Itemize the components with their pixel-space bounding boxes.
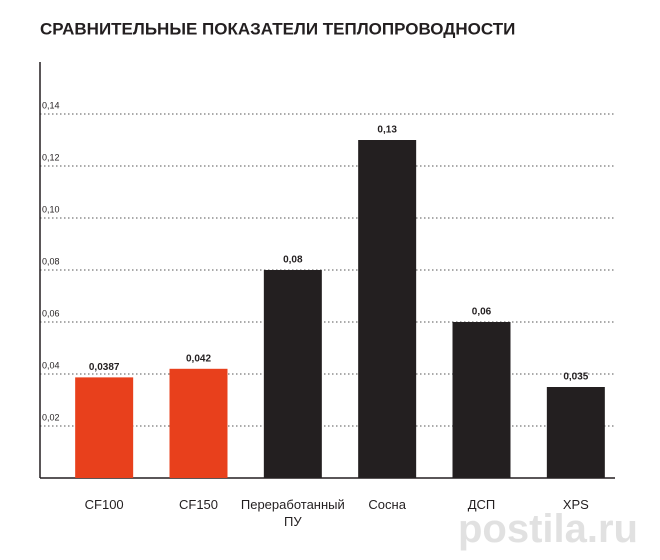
x-tick-label: CF100	[84, 497, 124, 512]
bar	[546, 387, 605, 478]
value-label: 0,0387	[89, 362, 120, 373]
value-label: 0,08	[283, 255, 303, 266]
y-tick-label: 0,06	[42, 308, 60, 318]
y-tick-label: 0,04	[42, 360, 60, 370]
value-label: 0,035	[563, 372, 588, 383]
watermark: postila.ru	[457, 507, 638, 551]
bar	[452, 322, 511, 478]
y-tick-label: 0,12	[42, 152, 60, 162]
value-label: 0,06	[472, 307, 492, 318]
x-tick-label: CF150	[178, 497, 219, 512]
x-tick-label: Сосна	[368, 497, 406, 512]
bar	[169, 368, 228, 478]
y-tick-label: 0,08	[42, 256, 60, 266]
bar	[358, 140, 417, 478]
value-label: 0,042	[186, 353, 211, 364]
chart-title: СРАВНИТЕЛЬНЫЕ ПОКАЗАТЕЛИ ТЕПЛОПРОВОДНОСТ…	[40, 19, 515, 38]
x-tick-label: Переработанный ПУ	[240, 497, 345, 529]
x-tick-label: XPS	[562, 497, 589, 512]
bar	[75, 377, 134, 478]
y-tick-label: 0,02	[42, 412, 60, 422]
x-tick-label: ДСП	[467, 497, 496, 512]
y-tick-label: 0,14	[42, 100, 60, 110]
y-tick-label: 0,10	[42, 204, 60, 214]
bar	[263, 270, 322, 478]
value-label: 0,13	[377, 125, 397, 136]
